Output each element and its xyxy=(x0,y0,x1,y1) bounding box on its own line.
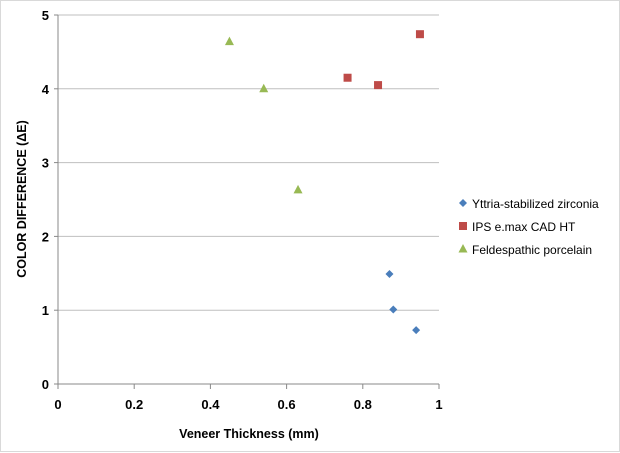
x-tick-label: 0.2 xyxy=(125,397,143,412)
data-point-triangle xyxy=(224,36,234,46)
data-point-square xyxy=(415,30,424,39)
x-tick-label: 0.6 xyxy=(278,397,296,412)
data-point-diamond xyxy=(412,326,421,335)
data-point-triangle xyxy=(293,184,303,194)
y-tick-label: 1 xyxy=(42,303,49,318)
data-point-triangle xyxy=(259,83,269,93)
legend-marker-square xyxy=(459,222,467,230)
x-tick-label: 0.4 xyxy=(201,397,220,412)
x-tick-label: 1 xyxy=(435,397,442,412)
data-point-square xyxy=(343,73,352,82)
x-tick-label: 0.8 xyxy=(354,397,372,412)
legend-label: Feldespathic porcelain xyxy=(472,243,592,257)
legend-label: Yttria-stabilized zirconia xyxy=(472,197,599,211)
legend-marker-triangle xyxy=(458,244,468,253)
legend-marker-diamond xyxy=(459,199,467,207)
legend-label: IPS e.max CAD HT xyxy=(472,220,576,234)
y-tick-label: 4 xyxy=(42,82,50,97)
y-tick-label: 3 xyxy=(42,156,49,171)
x-axis-label: Veneer Thickness (mm) xyxy=(179,427,319,441)
data-point-diamond xyxy=(389,305,398,314)
data-point-diamond xyxy=(385,270,394,279)
y-tick-label: 2 xyxy=(42,229,49,244)
y-tick-label: 0 xyxy=(42,377,49,392)
y-axis-label: COLOR DIFFERENCE (ΔE) xyxy=(15,120,29,278)
x-tick-label: 0 xyxy=(54,397,61,412)
data-point-square xyxy=(374,81,383,90)
y-tick-label: 5 xyxy=(42,8,49,23)
